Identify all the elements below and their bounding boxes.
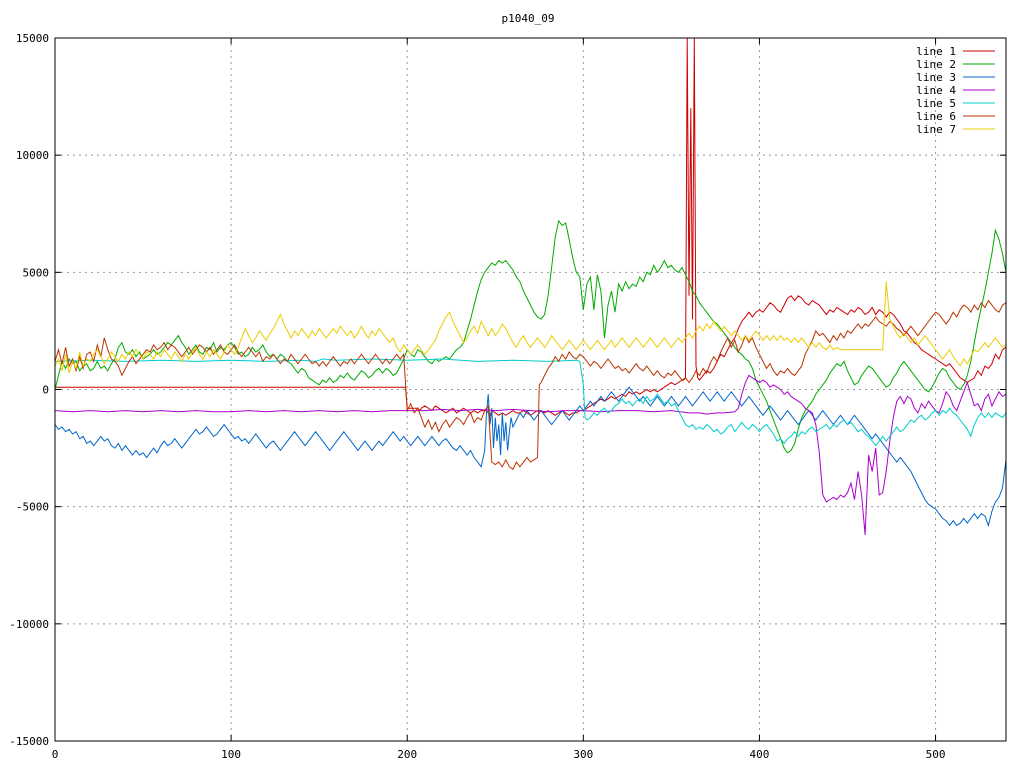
series-line-6 — [55, 299, 1006, 470]
legend-label-3: line 3 — [916, 71, 956, 84]
legend-label-5: line 5 — [916, 97, 956, 110]
x-tick-label: 400 — [750, 748, 770, 761]
series-lines — [55, 38, 1006, 535]
legend-label-6: line 6 — [916, 110, 956, 123]
x-tick-label: 300 — [573, 748, 593, 761]
legend-label-7: line 7 — [916, 123, 956, 136]
legend-label-2: line 2 — [916, 58, 956, 71]
y-tick-label: -10000 — [9, 618, 49, 631]
y-tick-label: 0 — [42, 384, 49, 397]
x-tick-label: 500 — [926, 748, 946, 761]
series-line-7 — [55, 281, 1006, 374]
legend-label-1: line 1 — [916, 45, 956, 58]
y-tick-label: 15000 — [16, 32, 49, 45]
series-line-3 — [55, 386, 1006, 528]
series-line-1 — [55, 38, 1006, 417]
x-tick-label: 0 — [52, 748, 59, 761]
x-tick-label: 200 — [397, 748, 417, 761]
y-tick-label: 10000 — [16, 149, 49, 162]
series-line-2 — [55, 219, 1006, 454]
y-tick-label: -15000 — [9, 735, 49, 748]
axis-ticks: 0 100 200 300 400 500 -15000 -10000 -5000 0 5000 10… — [9, 32, 1006, 761]
y-tick-label: 5000 — [23, 266, 50, 279]
y-tick-label: -5000 — [16, 501, 49, 514]
x-tick-label: 100 — [221, 748, 241, 761]
grid-lines — [55, 38, 1006, 741]
series-line-5 — [55, 358, 1006, 447]
legend-label-4: line 4 — [916, 84, 956, 97]
chart-title: p1040_09 — [502, 12, 555, 25]
